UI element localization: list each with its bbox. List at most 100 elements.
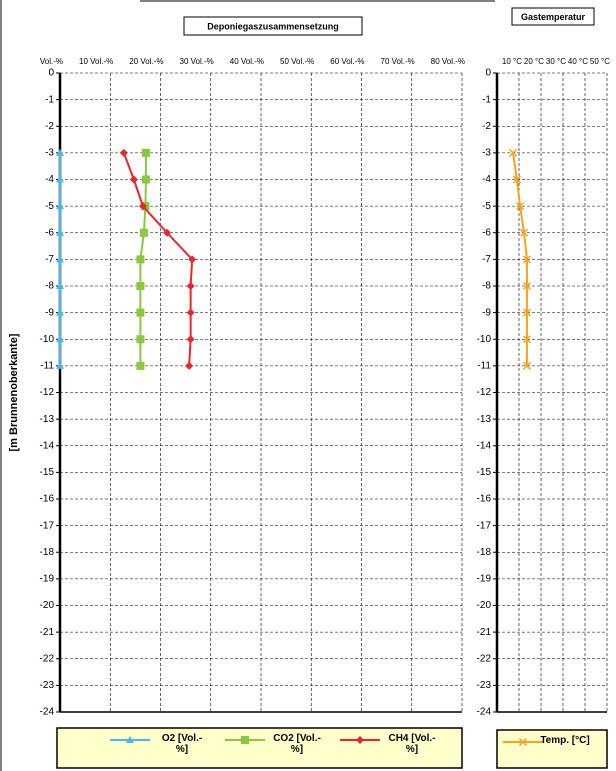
- y-tick-label: -12: [477, 387, 492, 398]
- marker: [139, 228, 148, 237]
- marker: [522, 281, 531, 291]
- marker: [136, 255, 145, 264]
- y-tick-label: -12: [40, 387, 55, 398]
- marker: [136, 361, 145, 370]
- marker: [141, 175, 150, 184]
- x-tick-label: 30 °C: [546, 57, 566, 66]
- marker: [516, 202, 525, 211]
- x-tick-label: 70 Vol.-%: [381, 57, 415, 66]
- marker: [509, 148, 518, 157]
- x-tick-label: 20 Vol.-%: [129, 57, 163, 66]
- y-tick-label: -4: [482, 174, 491, 185]
- x-tick-label: 50 Vol.-%: [280, 57, 314, 66]
- x-tick-label: 60 Vol.-%: [330, 57, 364, 66]
- legend-label: CH4 [Vol.-%]: [388, 733, 436, 755]
- x-tick-label: 10 Vol.-%: [79, 57, 113, 66]
- marker: [356, 736, 364, 744]
- y-tick-label: -10: [477, 334, 492, 345]
- legend-box: [56, 727, 463, 769]
- marker: [512, 175, 521, 184]
- marker: [56, 282, 64, 289]
- y-tick-label: -11: [40, 361, 54, 372]
- marker: [186, 282, 195, 290]
- marker: [56, 175, 64, 183]
- y-tick-label: -4: [45, 174, 54, 185]
- y-tick-label: -20: [477, 600, 492, 611]
- marker: [522, 335, 531, 344]
- y-tick-label: -16: [477, 494, 492, 505]
- y-tick-label: -2: [45, 121, 54, 132]
- y-tick-label: -14: [40, 440, 55, 451]
- y-tick-label: -10: [40, 334, 55, 345]
- x-tick-label: 40 Vol.-%: [230, 57, 264, 66]
- marker: [56, 335, 64, 343]
- legend-label: O2 [Vol.-%]: [161, 733, 203, 755]
- marker: [136, 308, 145, 317]
- marker: [56, 308, 64, 316]
- y-tick-label: -18: [40, 547, 55, 558]
- x-tick-label: 80 Vol.-%: [431, 57, 465, 66]
- y-tick-label: -9: [482, 307, 491, 318]
- y-tick-label: -3: [45, 148, 54, 159]
- marker: [518, 737, 528, 747]
- marker: [522, 255, 531, 264]
- y-tick-label: -16: [40, 494, 55, 505]
- y-tick-label: -21: [40, 627, 55, 638]
- marker: [163, 228, 172, 237]
- y-tick-label: -9: [45, 307, 54, 318]
- marker: [136, 282, 145, 290]
- x-tick-label: 30 Vol.-%: [180, 57, 214, 66]
- marker: [56, 361, 64, 369]
- x-tick-label: Vol.-%: [40, 57, 63, 66]
- marker: [119, 148, 128, 157]
- y-tick-label: -23: [477, 680, 492, 691]
- marker: [141, 148, 150, 157]
- y-tick-label: -6: [482, 227, 491, 238]
- y-tick-label: -5: [482, 201, 491, 212]
- y-tick-label: -22: [40, 653, 55, 664]
- y-tick-label: -5: [45, 201, 54, 212]
- y-tick-label: -7: [45, 254, 54, 265]
- y-tick-label: -24: [477, 707, 492, 718]
- y-tick-label: -8: [482, 281, 491, 292]
- marker: [56, 148, 64, 156]
- y-tick-label: -11: [477, 361, 491, 372]
- y-axis-label: [m Brunnenoberkante]: [8, 333, 20, 451]
- x-tick-label: 20 °C: [524, 57, 544, 66]
- marker: [126, 736, 134, 743]
- marker: [186, 308, 195, 317]
- marker: [56, 202, 64, 210]
- marker: [136, 335, 145, 344]
- marker: [129, 175, 138, 184]
- y-tick-label: -24: [40, 707, 55, 718]
- y-tick-label: -14: [477, 440, 492, 451]
- legend-label: CO2 [Vol.-%]: [273, 733, 321, 755]
- marker: [186, 335, 195, 344]
- title-box: [183, 16, 363, 36]
- marker: [241, 736, 249, 744]
- y-tick-label: 0: [485, 68, 491, 79]
- y-tick-label: -18: [477, 547, 492, 558]
- y-tick-label: -7: [482, 254, 491, 265]
- marker: [520, 228, 529, 237]
- marker: [56, 228, 64, 236]
- legend-box: [496, 729, 608, 769]
- marker: [522, 308, 531, 317]
- legend-label: Temp. [°C]: [540, 735, 590, 746]
- y-tick-label: -1: [45, 94, 54, 105]
- y-tick-label: -17: [477, 520, 492, 531]
- y-tick-label: -20: [40, 600, 55, 611]
- y-tick-label: -19: [477, 574, 492, 585]
- y-tick-label: -22: [477, 653, 492, 664]
- marker: [185, 361, 194, 370]
- y-tick-label: -17: [40, 520, 55, 531]
- y-tick-label: -19: [40, 574, 55, 585]
- y-tick-label: -21: [477, 627, 492, 638]
- y-tick-label: -2: [482, 121, 491, 132]
- marker: [138, 202, 147, 211]
- y-tick-label: 0: [48, 68, 54, 79]
- chart-title: Gastemperatur: [521, 12, 586, 22]
- y-tick-label: -23: [40, 680, 55, 691]
- marker: [188, 255, 197, 264]
